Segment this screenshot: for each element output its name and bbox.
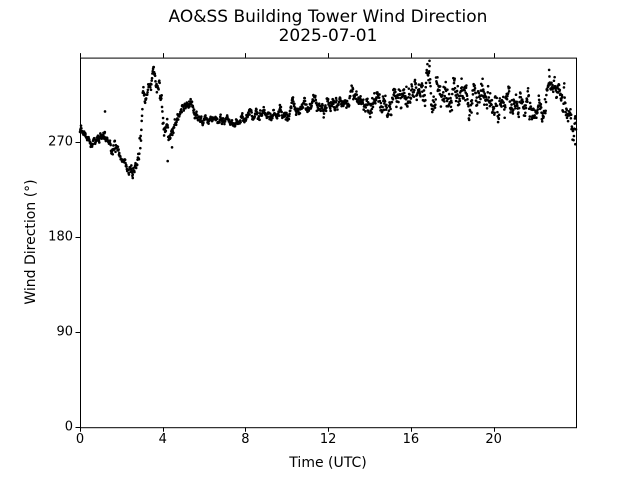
- y-axis-label: Wind Direction (°): [23, 179, 39, 305]
- x-tick-label: 20: [485, 432, 502, 447]
- x-tick-label: 8: [241, 432, 250, 447]
- x-tick-label: 16: [402, 432, 420, 447]
- y-tick-label: 180: [48, 229, 73, 245]
- x-tick-label: 0: [75, 432, 85, 447]
- x-tick-label: 4: [158, 432, 167, 447]
- y-tick-label: 0: [64, 419, 73, 435]
- x-tick-label: 12: [319, 432, 337, 447]
- x-axis-label: Time (UTC): [289, 455, 367, 471]
- y-tick-label: 270: [48, 134, 73, 150]
- y-tick-label: 90: [56, 324, 73, 340]
